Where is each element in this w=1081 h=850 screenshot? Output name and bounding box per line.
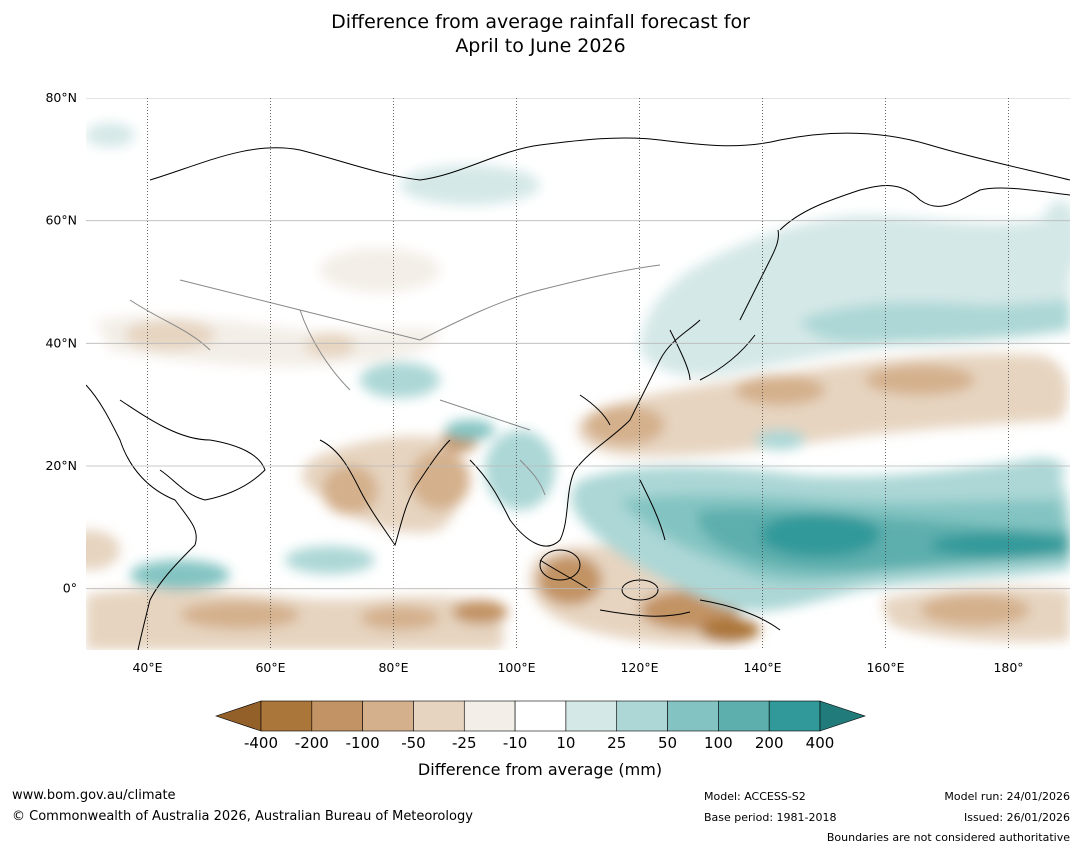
latitude-label: 60°N	[45, 213, 77, 228]
base-period: Base period: 1981-2018	[704, 811, 837, 824]
colorbar-swatch	[616, 700, 668, 732]
colorbar-swatch	[463, 700, 516, 732]
longitude-label: 140°E	[743, 660, 781, 675]
colorbar-tick-label: 25	[607, 734, 626, 752]
title-line-1: Difference from average rainfall forecas…	[331, 11, 750, 33]
colorbar-tick-label: -100	[346, 734, 380, 752]
boundaries-disclaimer: Boundaries are not considered authoritat…	[826, 831, 1070, 844]
rainfall-anomaly-shading	[86, 123, 1070, 650]
colorbar-tick-label: -25	[452, 734, 477, 752]
colorbar-title: Difference from average (mm)	[418, 760, 662, 779]
graticule	[86, 98, 1070, 650]
website-link[interactable]: www.bom.gov.au/climate	[12, 788, 176, 803]
colorbar-tick-label: 200	[755, 734, 784, 752]
colorbar-tick-label: -200	[295, 734, 329, 752]
country-borders	[129, 264, 661, 496]
colorbar-tick-label: -10	[503, 734, 528, 752]
title-line-2: April to June 2026	[455, 35, 626, 57]
longitude-label: 40°E	[132, 660, 162, 675]
colorbar-tick-label: 10	[556, 734, 575, 752]
coastlines	[86, 132, 1070, 650]
latitude-label: 80°N	[45, 90, 77, 105]
longitude-label: 80°E	[378, 660, 408, 675]
longitude-label: 60°E	[255, 660, 285, 675]
issued-date: Issued: 26/01/2026	[963, 811, 1070, 824]
colorbar-tick-label: 100	[704, 734, 733, 752]
latitude-labels: 80°N 60°N 40°N 20°N 0°	[45, 90, 77, 596]
colorbar-swatch	[565, 700, 618, 732]
colorbar-swatch	[260, 700, 313, 732]
colorbar-tick-label: 400	[806, 734, 835, 752]
model-name: Model: ACCESS-S2	[704, 790, 806, 803]
colorbar-swatch	[362, 700, 414, 732]
colorbar-tick-label: -400	[244, 734, 278, 752]
map-title: Difference from average rainfall forecas…	[0, 10, 1081, 58]
colorbar-swatch	[413, 700, 465, 732]
colorbar-tick-label: 50	[658, 734, 677, 752]
colorbar-over-arrow	[819, 700, 866, 732]
longitude-label: 160°E	[866, 660, 904, 675]
longitude-label: 180°	[993, 660, 1023, 675]
latitude-label: 20°N	[45, 458, 77, 473]
longitude-label: 120°E	[620, 660, 658, 675]
longitude-labels: 40°E 60°E 80°E 100°E 120°E 140°E 160°E 180°	[132, 660, 1023, 675]
colorbar-swatch	[768, 700, 821, 732]
longitude-label: 100°E	[497, 660, 535, 675]
colorbar: -400 -200 -100 -50 -25 -10 10 25 50 100 200 400 Dif…	[215, 700, 866, 779]
copyright: © Commonwealth of Australia 2026, Austra…	[12, 809, 473, 824]
colorbar-swatch	[667, 700, 719, 732]
colorbar-swatch	[514, 700, 567, 732]
colorbar-tick-label: -50	[401, 734, 426, 752]
colorbar-swatch	[311, 700, 363, 732]
colorbar-under-arrow	[215, 700, 262, 732]
model-run-date: Model run: 24/01/2026	[944, 790, 1070, 803]
map-area	[86, 98, 1070, 650]
latitude-label: 40°N	[45, 335, 77, 350]
colorbar-swatch	[718, 700, 770, 732]
latitude-label: 0°	[63, 581, 77, 596]
